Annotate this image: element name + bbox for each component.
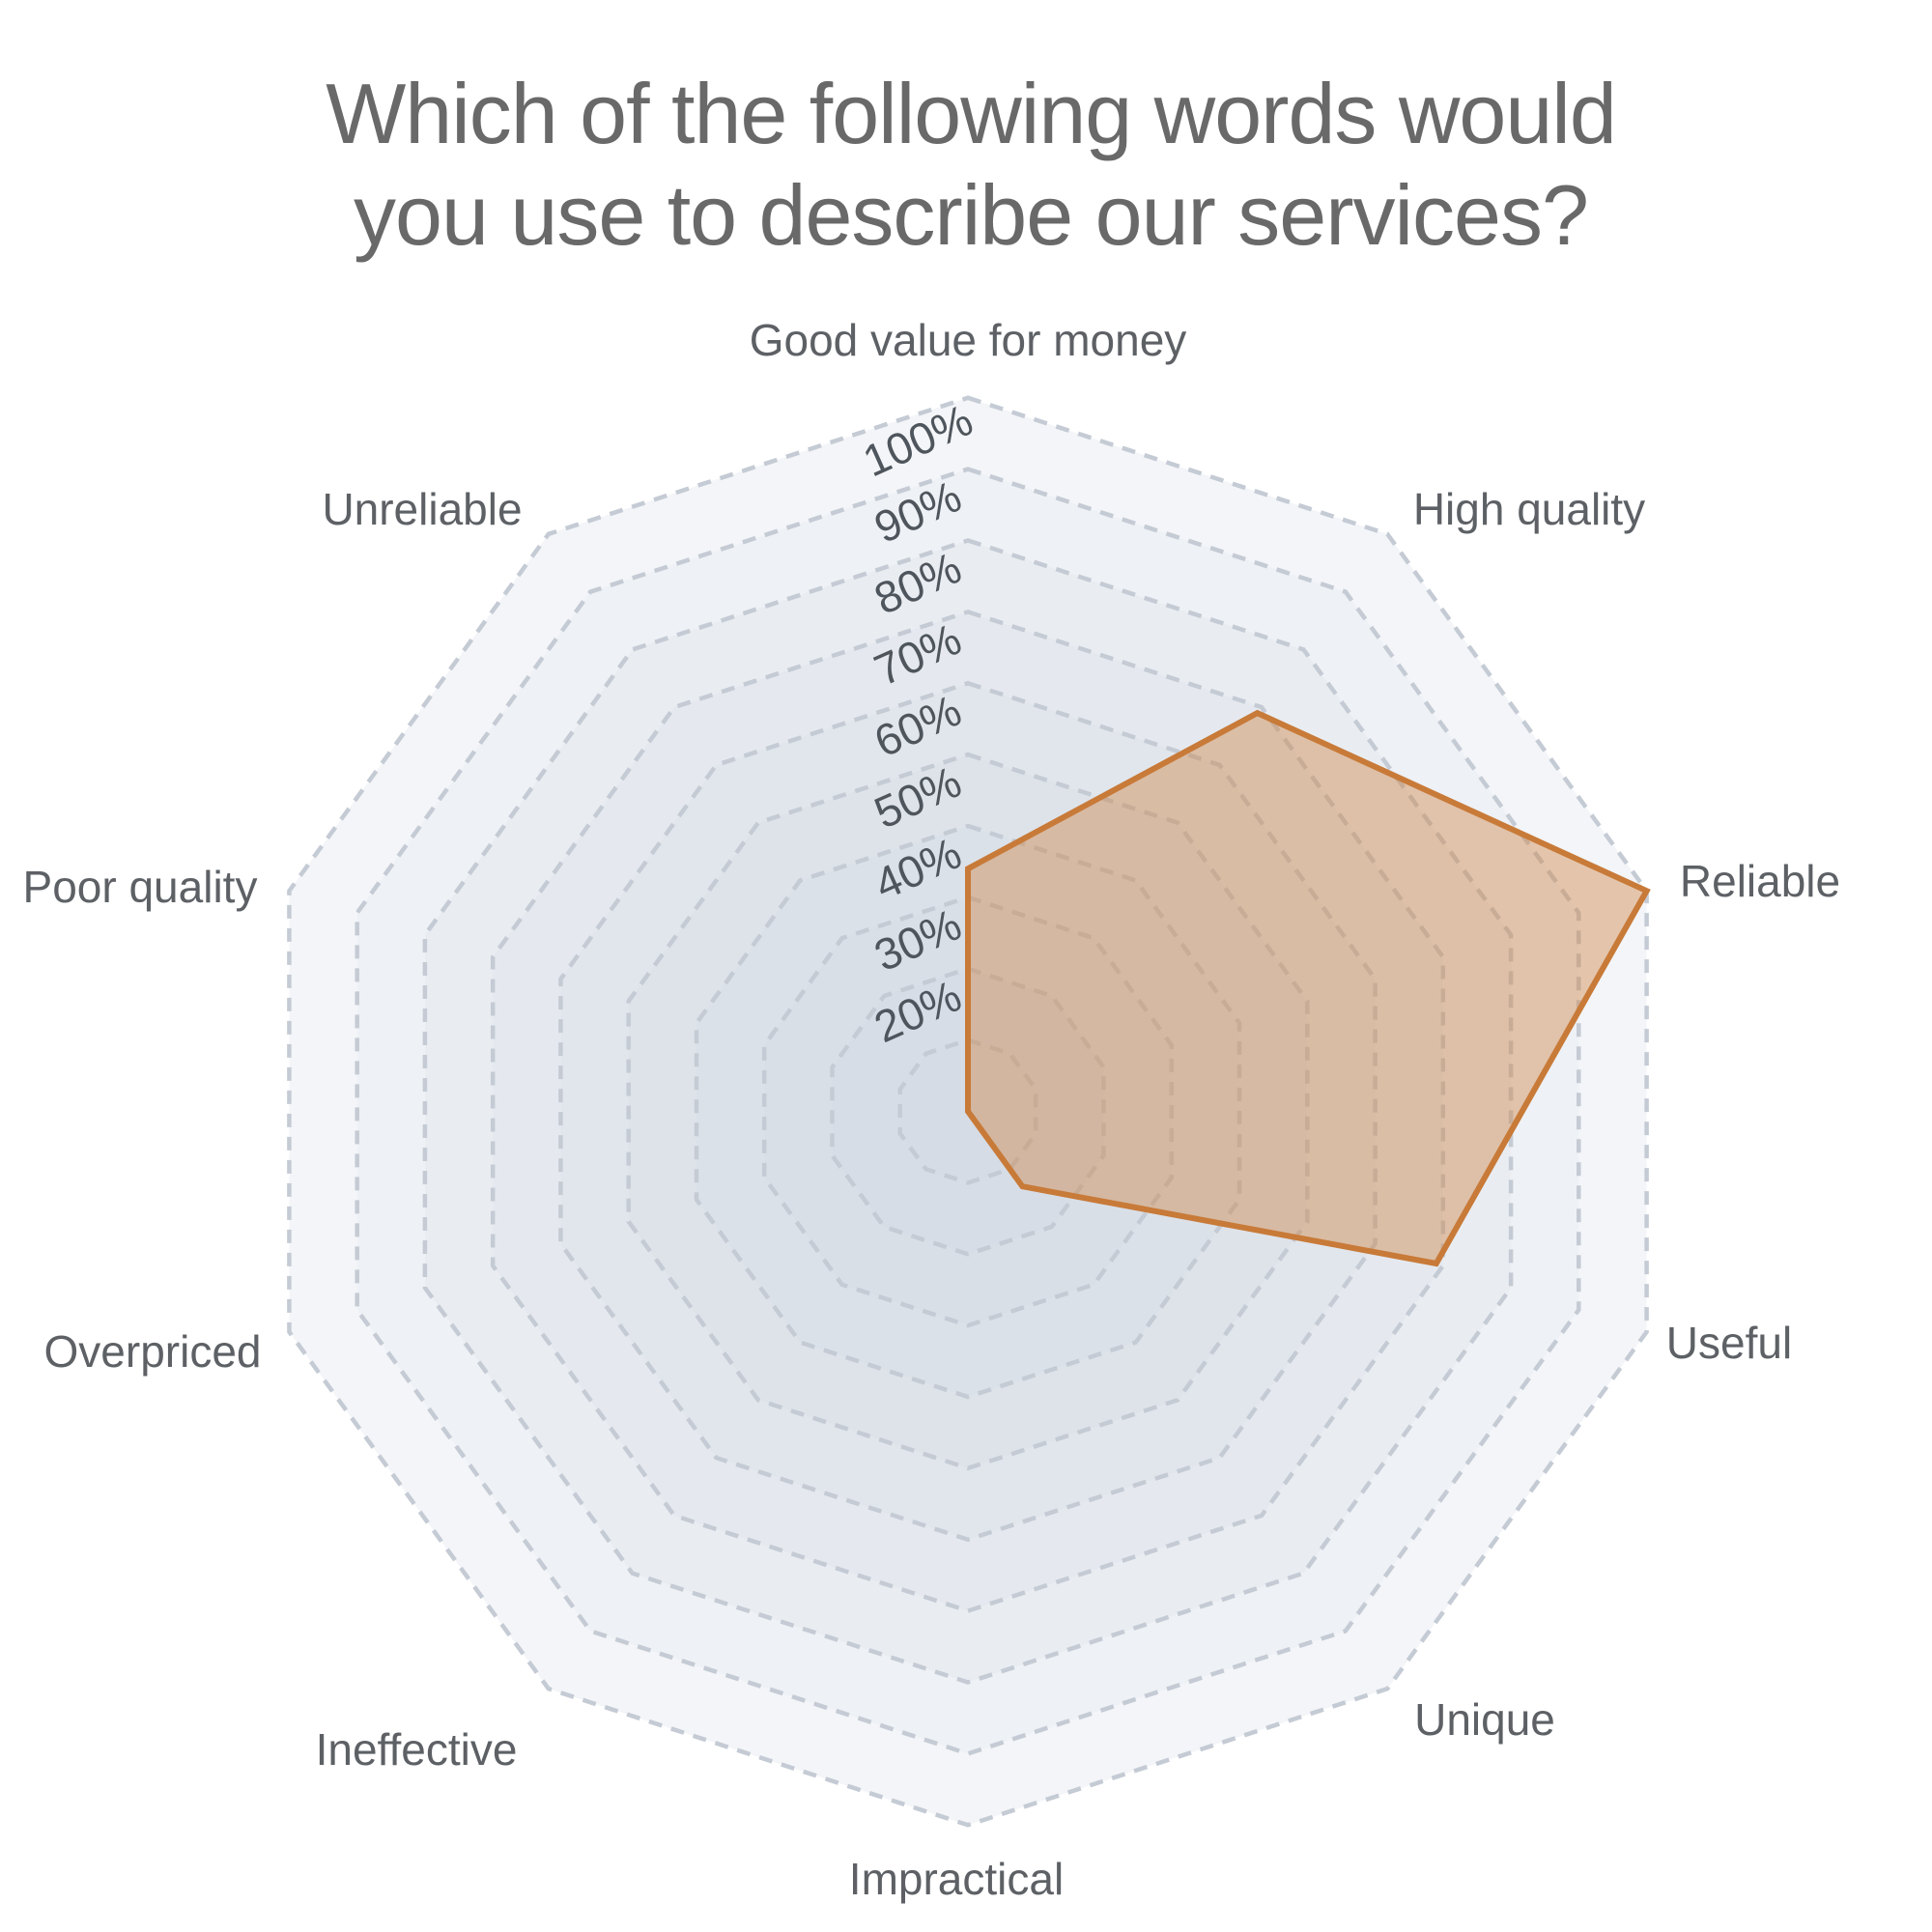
data-series [965, 709, 1651, 1267]
axis-label-reliable: Reliable [1680, 856, 1840, 906]
axis-label-overpriced: Overpriced [44, 1326, 262, 1377]
chart-title-line-2: you use to describe our services? [354, 167, 1588, 263]
axis-label-useful: Useful [1666, 1318, 1792, 1368]
data-polygon-percent-of-respondents [965, 709, 1651, 1267]
axis-label-poor-quality: Poor quality [23, 862, 258, 912]
axis-label-unique: Unique [1414, 1694, 1555, 1745]
axis-labels: Good value for money High quality Reliable… [23, 315, 1841, 1904]
axis-label-impractical: Impractical [849, 1854, 1064, 1904]
axis-label-good-value-for-money: Good value for money [750, 315, 1187, 365]
axis-label-high-quality: High quality [1413, 484, 1645, 534]
axis-label-ineffective: Ineffective [316, 1724, 518, 1775]
axis-label-unreliable: Unreliable [322, 484, 522, 534]
chart-title-line-1: Which of the following words would [326, 66, 1616, 161]
